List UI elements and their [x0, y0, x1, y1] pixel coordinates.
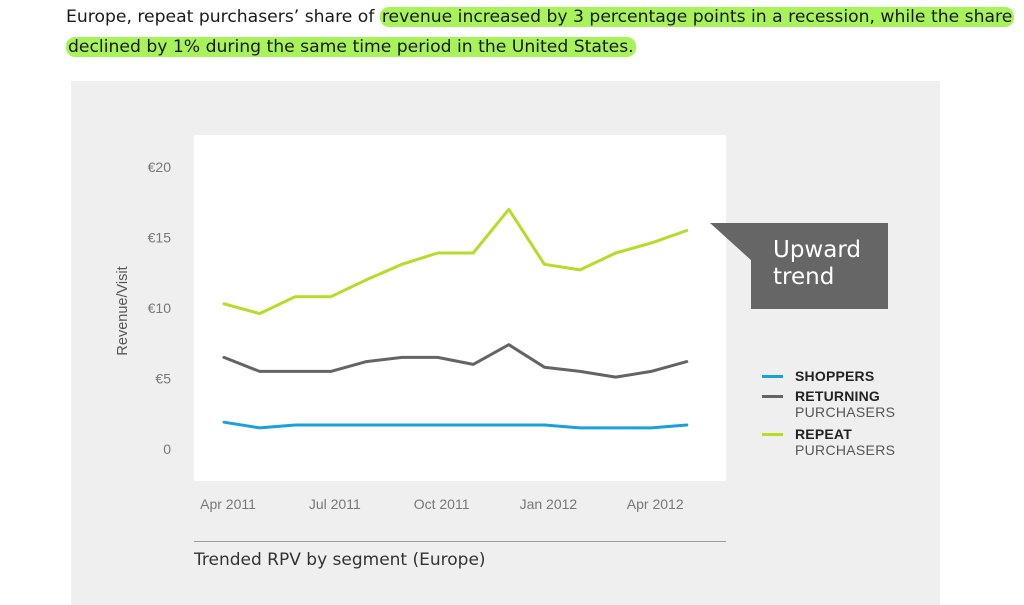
x-tick-label: Jan 2012 — [520, 496, 578, 512]
series-line-repeat — [222, 207, 689, 316]
series-line-returning — [222, 343, 689, 379]
caption-rule — [194, 541, 726, 542]
legend-swatch-returning — [762, 395, 783, 398]
legend-label-returning: RETURNING — [795, 388, 881, 404]
y-tick-label: €10 — [148, 300, 172, 316]
x-tick-label: Jul 2011 — [309, 496, 361, 512]
legend-swatch-shoppers — [762, 375, 783, 378]
legend-label-shoppers: SHOPPERS — [795, 368, 875, 384]
plot-area — [194, 135, 726, 481]
intro-paragraph: Europe, repeat purchasers’ share of reve… — [66, 2, 1024, 62]
legend-swatch-repeat — [762, 433, 783, 436]
series-lines — [222, 207, 689, 430]
x-axis-ticks: Apr 2011 Jul 2011 Oct 2011 Jan 2012 Apr 2012 — [200, 496, 684, 512]
callout-pointer — [710, 223, 752, 261]
legend-label-repeat: REPEAT — [795, 426, 852, 442]
legend-sublabel-returning: PURCHASERS — [795, 404, 896, 420]
y-axis-ticks: 0 €5 €10 €15 €20 — [148, 159, 172, 457]
x-tick-label: Oct 2011 — [414, 496, 470, 512]
y-tick-label: 0 — [163, 441, 171, 457]
chart-panel: 0 €5 €10 €15 €20 Apr 2011 Jul 2011 Oct 2011 Jan… — [71, 81, 940, 605]
legend-sublabel-repeat: PURCHASERS — [795, 442, 896, 458]
paragraph-plain-text: Europe, repeat purchasers’ share of — [66, 7, 380, 27]
x-tick-label: Apr 2011 — [200, 496, 256, 512]
y-tick-label: €20 — [148, 159, 172, 175]
line-chart: 0 €5 €10 €15 €20 Apr 2011 Jul 2011 Oct 2011 Jan… — [115, 135, 726, 512]
chart-title: Trended RPV by segment (Europe) — [194, 550, 486, 570]
y-axis-label: Revenue/Visit — [115, 266, 131, 355]
callout-text: Upward trend — [773, 237, 861, 290]
upward-trend-callout: Upward trend — [751, 223, 888, 309]
series-line-shoppers — [222, 420, 689, 430]
y-tick-label: €5 — [155, 371, 171, 387]
x-tick-label: Apr 2012 — [627, 496, 684, 512]
y-tick-label: €15 — [148, 230, 172, 246]
